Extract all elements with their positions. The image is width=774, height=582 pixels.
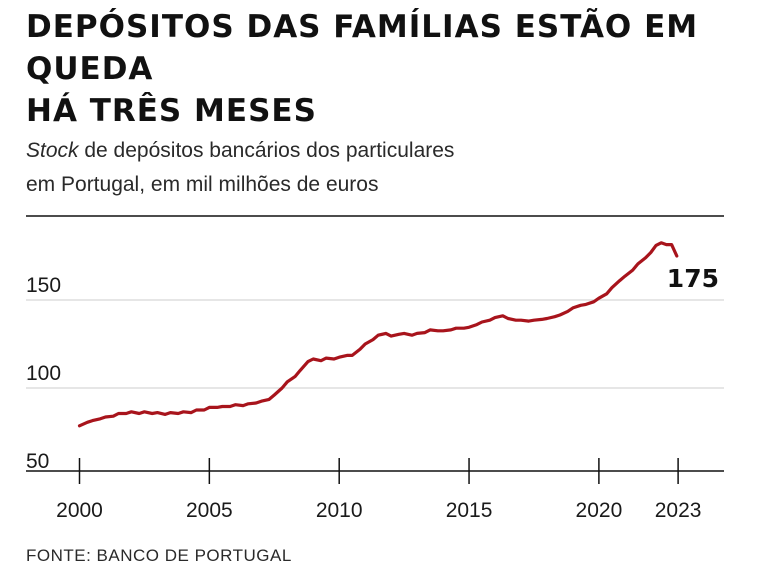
series-line [77, 241, 679, 428]
title-line-2: QUEDA [26, 51, 154, 87]
y-tick-label-100: 100 [26, 362, 61, 385]
end-value-label: 175 [667, 264, 719, 293]
x-tick-label-2020: 2020 [576, 499, 623, 522]
title-line-1: DEPÓSITOS DAS FAMÍLIAS ESTÃO EM [26, 9, 699, 45]
chart-subtitle: Stock de depósitos bancários dos particu… [26, 134, 746, 202]
y-tick-label-50: 50 [26, 450, 49, 473]
x-tick-label-2005: 2005 [186, 499, 233, 522]
x-tick-label-2015: 2015 [446, 499, 493, 522]
x-tick-label-2000: 2000 [56, 499, 103, 522]
source-note: FONTE: BANCO DE PORTUGAL [26, 546, 292, 565]
chart-title: DEPÓSITOS DAS FAMÍLIAS ESTÃO EM QUEDA HÁ… [26, 6, 746, 132]
y-tick-label-150: 150 [26, 274, 61, 297]
subtitle-rest: de depósitos bancários dos particulares [78, 139, 455, 162]
subtitle-line-2: em Portugal, em mil milhões de euros [26, 173, 379, 196]
x-tick-label-2010: 2010 [316, 499, 363, 522]
title-line-3: HÁ TRÊS MESES [26, 93, 317, 129]
x-tick-label-2023: 2023 [655, 499, 702, 522]
subtitle-line-1: Stock de depósitos bancários dos particu… [26, 134, 746, 168]
subtitle-italic-word: Stock [26, 139, 79, 162]
